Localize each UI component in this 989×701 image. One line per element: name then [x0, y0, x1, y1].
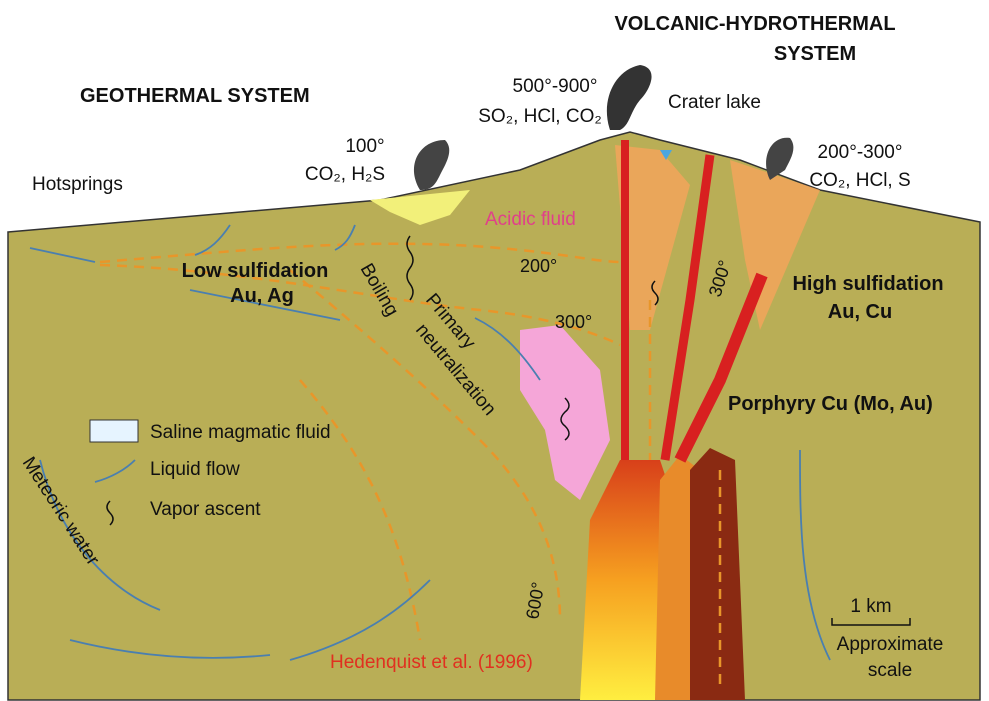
title: VOLCANIC-HYDROTHERMAL: [614, 13, 895, 35]
label: Acidic fluid: [485, 209, 576, 230]
liquid-flow: [69, 639, 271, 659]
isotherm: [289, 269, 562, 621]
legend-swatch: [89, 419, 139, 443]
liquid-flow: [334, 224, 356, 251]
isotherm: [299, 379, 422, 641]
label: CO₂, H₂S: [305, 164, 385, 185]
scale-bar: [831, 618, 911, 626]
liquid-flow: [194, 224, 231, 256]
label: 100°: [345, 136, 384, 157]
label: Low sulfidation: [182, 260, 329, 282]
label: Au, Ag: [230, 285, 294, 307]
label: Crater lake: [668, 92, 761, 113]
plume: [606, 65, 652, 130]
liquid-flow: [289, 579, 431, 661]
isotherm: [99, 263, 621, 347]
label: High sulfidation: [792, 273, 943, 295]
vapor: [560, 397, 570, 441]
liquid-flow: [799, 449, 831, 661]
isotherm-label: 200°: [520, 256, 557, 276]
scale-label: 1 km: [850, 596, 891, 617]
liquid-flow: [39, 459, 161, 611]
legend-label: Vapor ascent: [150, 499, 261, 520]
liquid-flow: [474, 317, 541, 381]
scale-label: Approximate: [837, 634, 944, 655]
liquid-flow: [29, 247, 96, 263]
vapor: [406, 235, 414, 301]
conduit: [674, 272, 768, 463]
label: Au, Cu: [828, 301, 892, 323]
plume: [766, 137, 794, 180]
legend-label: Saline magmatic fluid: [150, 422, 331, 443]
label: SO₂, HCl, CO₂: [478, 106, 601, 127]
label: CO₂, HCl, S: [809, 170, 910, 191]
sinter: [370, 190, 470, 225]
title: SYSTEM: [774, 43, 856, 65]
liquid-flow: [189, 289, 341, 321]
isotherm: [99, 242, 621, 264]
label: Hotsprings: [32, 174, 123, 195]
label: 200°-300°: [818, 142, 903, 163]
title: GEOTHERMAL SYSTEM: [80, 85, 310, 107]
isotherm-label: 300°: [555, 312, 592, 332]
conduit: [660, 154, 715, 461]
intrusion: [690, 448, 745, 700]
acidic-zone: [615, 145, 690, 330]
legend-label: Liquid flow: [150, 459, 240, 480]
label: Porphyry Cu (Mo, Au): [728, 393, 933, 415]
citation: Hedenquist et al. (1996): [330, 652, 533, 673]
label: 500°-900°: [513, 76, 598, 97]
scale-label: scale: [868, 660, 912, 681]
plume: [414, 140, 450, 190]
crater-lake: [660, 150, 672, 160]
legend-flow: [94, 459, 136, 483]
vapor: [651, 280, 659, 306]
legend-vapor: [106, 500, 114, 526]
